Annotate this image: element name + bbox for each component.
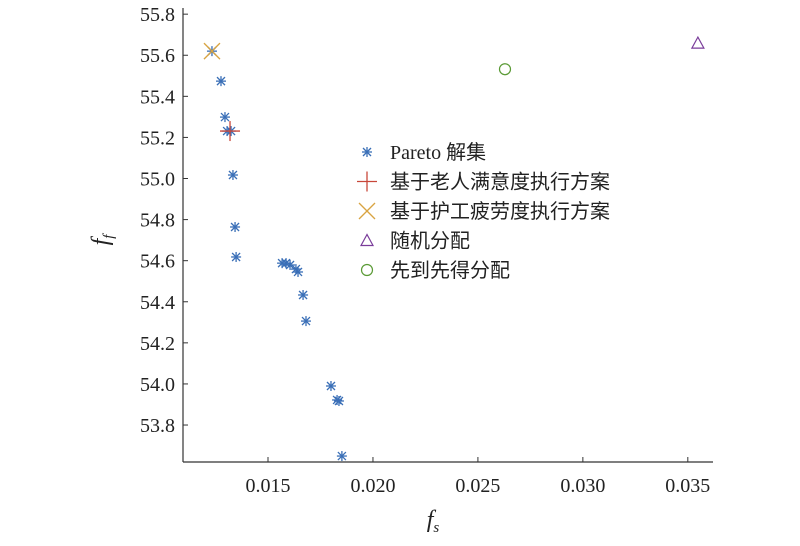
y-tick-label: 55.8 (140, 4, 175, 26)
y-tick-label: 55.2 (140, 127, 175, 149)
marker-shape (690, 35, 705, 49)
x-tick-label: 0.035 (665, 475, 710, 497)
x-label-sub: s (433, 520, 439, 536)
marker-shape (360, 263, 374, 277)
marker-triangle (359, 233, 375, 247)
y-tick-label: 54.0 (140, 374, 175, 396)
marker-stroke (281, 258, 291, 268)
x-label-main: f (427, 507, 437, 533)
marker-stroke (216, 76, 226, 86)
x-tick-label: 0.030 (560, 475, 605, 497)
marker-asterisk (231, 251, 242, 262)
marker-stroke (362, 147, 372, 157)
marker-plus (357, 171, 377, 192)
marker-plus (220, 121, 241, 142)
marker-stroke (301, 316, 311, 326)
marker-stroke (230, 222, 240, 232)
marker-stroke (337, 451, 347, 461)
marker-asterisk (362, 147, 372, 157)
marker-shape (359, 233, 375, 247)
y-label-main: f (88, 235, 114, 245)
marker-shape (498, 63, 512, 76)
x-axis-label: fs (427, 507, 440, 536)
marker-triangle (690, 35, 705, 49)
y-tick-label: 54.2 (140, 333, 175, 355)
y-tick-label: 54.8 (140, 210, 175, 232)
marker-stroke (203, 42, 221, 60)
marker-asterisk (298, 289, 309, 300)
marker-stroke (298, 290, 308, 300)
marker-asterisk (219, 112, 230, 123)
y-tick-label: 55.6 (140, 45, 175, 67)
legend-label: Pareto 解集 (390, 141, 486, 164)
y-tick-label: 53.8 (140, 415, 175, 437)
marker-asterisk (325, 380, 336, 391)
legend-label: 先到先得分配 (390, 259, 510, 282)
marker-asterisk (293, 266, 304, 277)
marker-stroke (326, 381, 336, 391)
marker-asterisk (230, 221, 241, 232)
marker-circle (360, 263, 374, 277)
marker-stroke (285, 260, 295, 270)
x-tick-label: 0.025 (455, 475, 500, 497)
marker-asterisk (336, 451, 347, 462)
marker-asterisk (227, 170, 238, 181)
y-tick-label: 54.4 (140, 292, 175, 314)
marker-asterisk (285, 259, 296, 270)
marker-stroke (231, 252, 241, 262)
marker-asterisk (333, 395, 344, 406)
marker-cross (358, 202, 376, 220)
y-tick-label: 54.6 (140, 251, 175, 273)
legend-label: 基于老人满意度执行方案 (390, 171, 610, 194)
marker-stroke (220, 112, 230, 122)
y-label-sub: f (101, 233, 117, 239)
x-tick-label: 0.015 (246, 475, 291, 497)
y-tick-label: 55.0 (140, 169, 175, 191)
marker-asterisk (301, 316, 312, 327)
y-tick-label: 55.4 (140, 86, 175, 108)
marker-cross (203, 42, 221, 60)
marker-stroke (293, 267, 303, 277)
marker-circle (498, 63, 512, 76)
legend-label: 随机分配 (390, 230, 470, 253)
marker-stroke (358, 202, 376, 220)
x-tick-label: 0.020 (350, 475, 395, 497)
marker-stroke (228, 170, 238, 180)
y-axis-label: ff (88, 233, 117, 246)
marker-asterisk (215, 76, 226, 87)
marker-stroke (334, 396, 344, 406)
legend-label: 基于护工疲劳度执行方案 (390, 200, 610, 223)
